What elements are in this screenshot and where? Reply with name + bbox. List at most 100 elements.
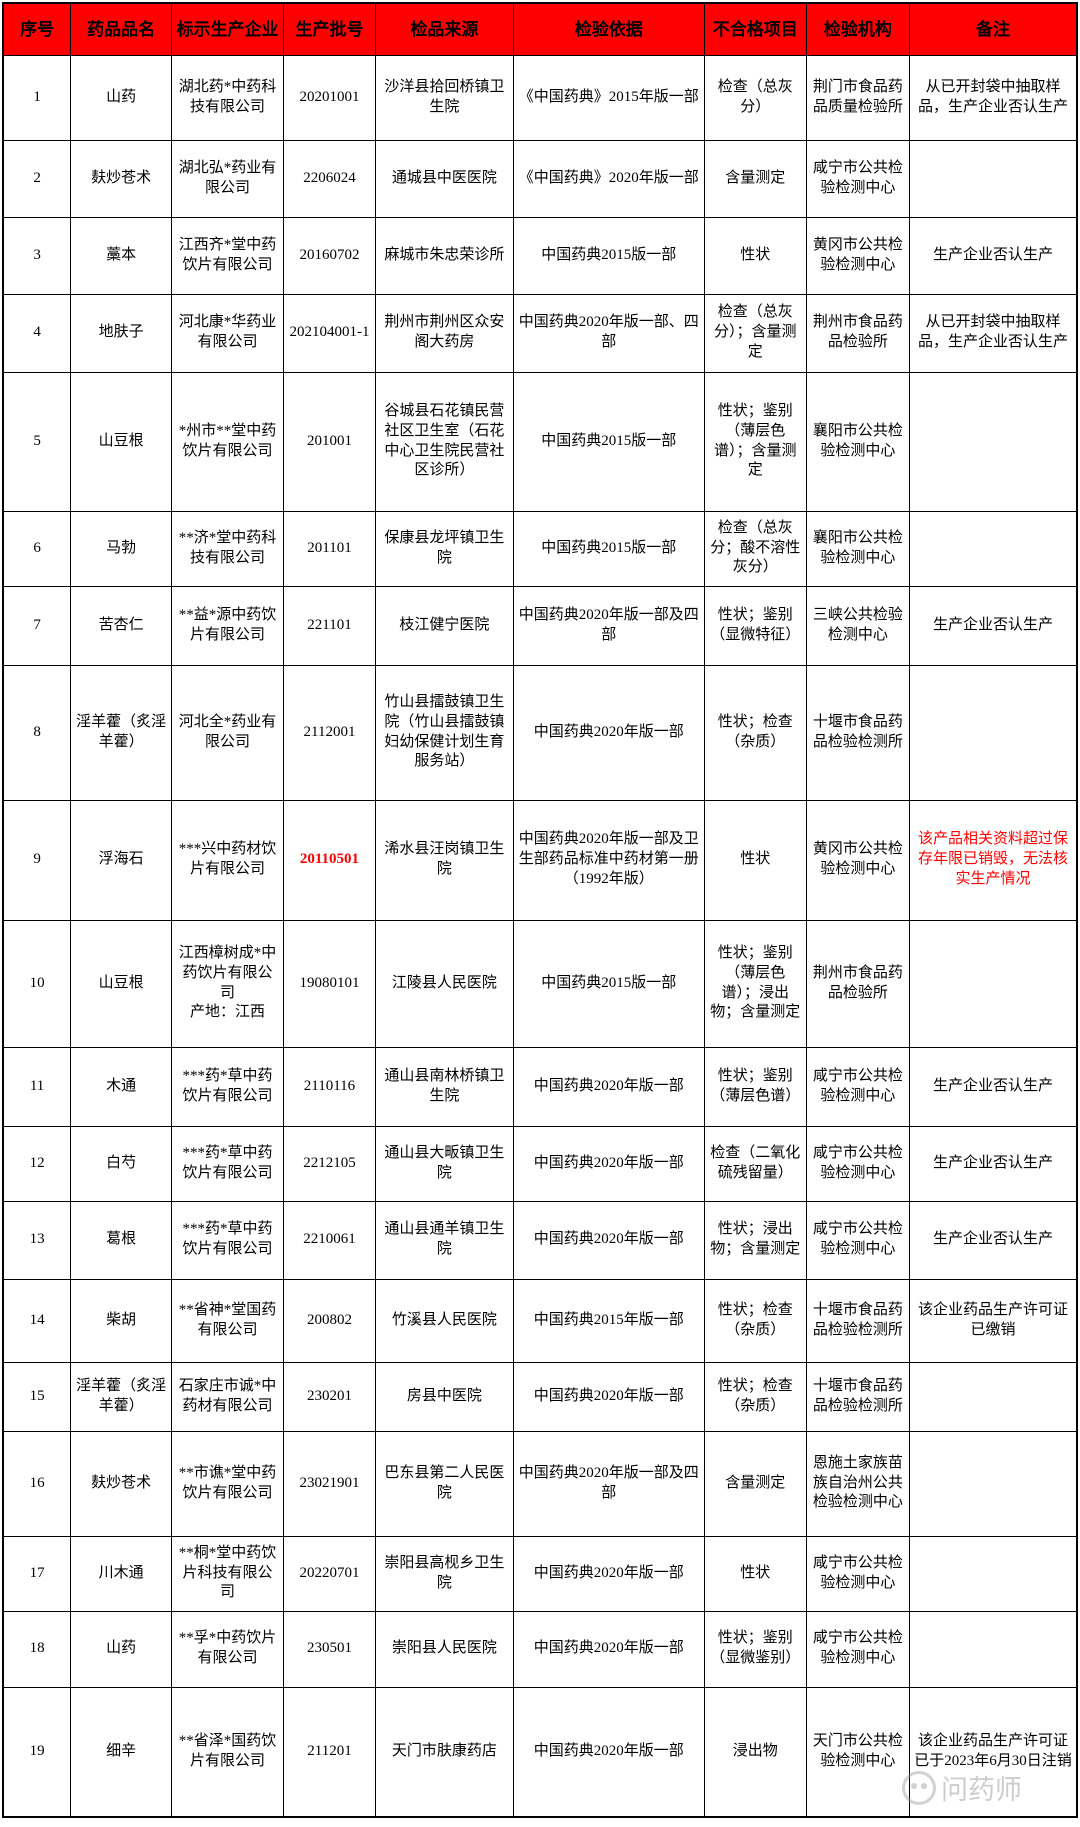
table-row: 14 柴胡 **省神*堂国药有限公司 200802 竹溪县人民医院 中国药典2015年版一…: [2, 1278, 1078, 1363]
cell-remark: [908, 1430, 1078, 1537]
table-row: 4 地肤子 河北康*华药业有限公司 202104001-1 荆州市荆州区众安阁大药房 中国…: [2, 293, 1078, 373]
cell-company: **济*堂中药科技有限公司: [171, 510, 284, 587]
cell-no: 16: [2, 1430, 72, 1537]
cell-name: 川木通: [70, 1535, 173, 1612]
cell-remark: 该企业药品生产许可证已缴销: [908, 1278, 1078, 1363]
cell-no: 19: [2, 1686, 72, 1818]
cell-agency: 襄阳市公共检验检测中心: [805, 510, 910, 587]
cell-no: 14: [2, 1278, 72, 1363]
cell-items: 检查（总灰分；酸不溶性灰分）: [703, 510, 807, 587]
column-header: 序号: [2, 2, 72, 56]
cell-source: 沙洋县拾回桥镇卫生院: [375, 54, 514, 141]
cell-agency: 十堰市食品药品检验检测所: [805, 1278, 910, 1363]
cell-agency: 十堰市食品药品检验检测所: [805, 664, 910, 801]
cell-source: 通山县大畈镇卫生院: [375, 1125, 514, 1202]
cell-remark: 生产企业否认生产: [908, 1200, 1078, 1280]
cell-basis: 中国药典2020年版一部: [512, 1200, 705, 1280]
cell-remark: 生产企业否认生产: [908, 1125, 1078, 1202]
cell-name: 藁本: [70, 216, 173, 295]
table-row: 6 马勃 **济*堂中药科技有限公司 201101 保康县龙坪镇卫生院 中国药典2015版…: [2, 510, 1078, 587]
cell-source: 竹山县擂鼓镇卫生院（竹山县擂鼓镇妇幼保健计划生育服务站）: [375, 664, 514, 801]
cell-agency: 黄冈市公共检验检测中心: [805, 216, 910, 295]
table-row: 3 藁本 江西齐*堂中药饮片有限公司 20160702 麻城市朱忠荣诊所 中国药典2015…: [2, 216, 1078, 295]
cell-no: 12: [2, 1125, 72, 1202]
cell-remark: 生产企业否认生产: [908, 1046, 1078, 1127]
cell-basis: 中国药典2020年版一部及四部: [512, 1430, 705, 1537]
cell-remark: [908, 510, 1078, 587]
cell-company: **孚*中药饮片有限公司: [171, 1610, 284, 1688]
cell-name: 山药: [70, 54, 173, 141]
cell-company: **益*源中药饮片有限公司: [171, 585, 284, 666]
cell-basis: 中国药典2020年版一部: [512, 1535, 705, 1612]
cell-remark: 生产企业否认生产: [908, 585, 1078, 666]
cell-company: **省神*堂国药有限公司: [171, 1278, 284, 1363]
cell-source: 麻城市朱忠荣诊所: [375, 216, 514, 295]
cell-agency: 黄冈市公共检验检测中心: [805, 799, 910, 921]
cell-basis: 中国药典2015版一部: [512, 919, 705, 1048]
cell-source: 保康县龙坪镇卫生院: [375, 510, 514, 587]
cell-items: 性状；检查（杂质）: [703, 1278, 807, 1363]
cell-company: **桐*堂中药饮片科技有限公司: [171, 1535, 284, 1612]
cell-basis: 中国药典2015版一部: [512, 371, 705, 512]
table-row: 16 麸炒苍术 **市谯*堂中药饮片有限公司 23021901 巴东县第二人民医院 中国药…: [2, 1430, 1078, 1537]
column-header: 标示生产企业: [171, 2, 284, 56]
cell-name: 麸炒苍术: [70, 139, 173, 218]
cell-batch: 2112001: [282, 664, 377, 801]
cell-no: 6: [2, 510, 72, 587]
cell-no: 4: [2, 293, 72, 373]
cell-items: 浸出物: [703, 1686, 807, 1818]
cell-basis: 中国药典2020年版一部: [512, 1046, 705, 1127]
cell-agency: 咸宁市公共检验检测中心: [805, 1610, 910, 1688]
cell-no: 10: [2, 919, 72, 1048]
cell-name: 麸炒苍术: [70, 1430, 173, 1537]
cell-batch: 200802: [282, 1278, 377, 1363]
table-row: 1 山药 湖北药*中药科技有限公司 20201001 沙洋县拾回桥镇卫生院 《中国药典》2…: [2, 54, 1078, 141]
table-row: 9 浮海石 ***兴中药材饮片有限公司 20110501 浠水县汪岗镇卫生院 中国药典20…: [2, 799, 1078, 921]
cell-batch: 211201: [282, 1686, 377, 1818]
cell-name: 葛根: [70, 1200, 173, 1280]
cell-items: 检查（二氧化硫残留量）: [703, 1125, 807, 1202]
table-row: 2 麸炒苍术 湖北弘*药业有限公司 2206024 通城县中医医院 《中国药典》2020年…: [2, 139, 1078, 218]
cell-batch: 20160702: [282, 216, 377, 295]
cell-items: 检查（总灰分）；含量测定: [703, 293, 807, 373]
cell-basis: 中国药典2020年版一部: [512, 1686, 705, 1818]
column-header: 生产批号: [282, 2, 377, 56]
cell-items: 性状；鉴别（薄层色谱）；含量测定: [703, 371, 807, 512]
cell-company: **市谯*堂中药饮片有限公司: [171, 1430, 284, 1537]
cell-basis: 中国药典2020年版一部、四部: [512, 293, 705, 373]
cell-batch: 19080101: [282, 919, 377, 1048]
cell-source: 通山县通羊镇卫生院: [375, 1200, 514, 1280]
cell-source: 枝江健宁医院: [375, 585, 514, 666]
cell-name: 浮海石: [70, 799, 173, 921]
cell-name: 山豆根: [70, 919, 173, 1048]
cell-source: 巴东县第二人民医院: [375, 1430, 514, 1537]
cell-name: 地肤子: [70, 293, 173, 373]
table-row: 13 葛根 ***药*草中药饮片有限公司 2210061 通山县通羊镇卫生院 中国药典20…: [2, 1200, 1078, 1280]
cell-no: 2: [2, 139, 72, 218]
cell-source: 通山县南林桥镇卫生院: [375, 1046, 514, 1127]
cell-basis: 中国药典2020年版一部: [512, 1125, 705, 1202]
cell-source: 荆州市荆州区众安阁大药房: [375, 293, 514, 373]
cell-company: ***兴中药材饮片有限公司: [171, 799, 284, 921]
cell-company: 河北康*华药业有限公司: [171, 293, 284, 373]
cell-batch: 221101: [282, 585, 377, 666]
cell-name: 细辛: [70, 1686, 173, 1818]
cell-agency: 十堰市食品药品检验检测所: [805, 1361, 910, 1432]
cell-remark: 从已开封袋中抽取样品，生产企业否认生产: [908, 54, 1078, 141]
cell-agency: 荆州市食品药品检验所: [805, 293, 910, 373]
cell-remark: [908, 1535, 1078, 1612]
column-header: 不合格项目: [703, 2, 807, 56]
table-row: 15 淫羊藿（炙淫羊藿） 石家庄市诚*中药材有限公司 230201 房县中医院 中国药典2…: [2, 1361, 1078, 1432]
cell-remark: 从已开封袋中抽取样品，生产企业否认生产: [908, 293, 1078, 373]
cell-agency: 恩施土家族苗族自治州公共检验检测中心: [805, 1430, 910, 1537]
cell-items: 性状；鉴别（显微鉴别）: [703, 1610, 807, 1688]
cell-items: 性状；鉴别（薄层色谱）: [703, 1046, 807, 1127]
cell-batch: 2206024: [282, 139, 377, 218]
cell-items: 性状: [703, 799, 807, 921]
cell-company: 湖北弘*药业有限公司: [171, 139, 284, 218]
cell-remark: [908, 1610, 1078, 1688]
cell-agency: 荆门市食品药品质量检验所: [805, 54, 910, 141]
cell-basis: 《中国药典》2015年版一部: [512, 54, 705, 141]
